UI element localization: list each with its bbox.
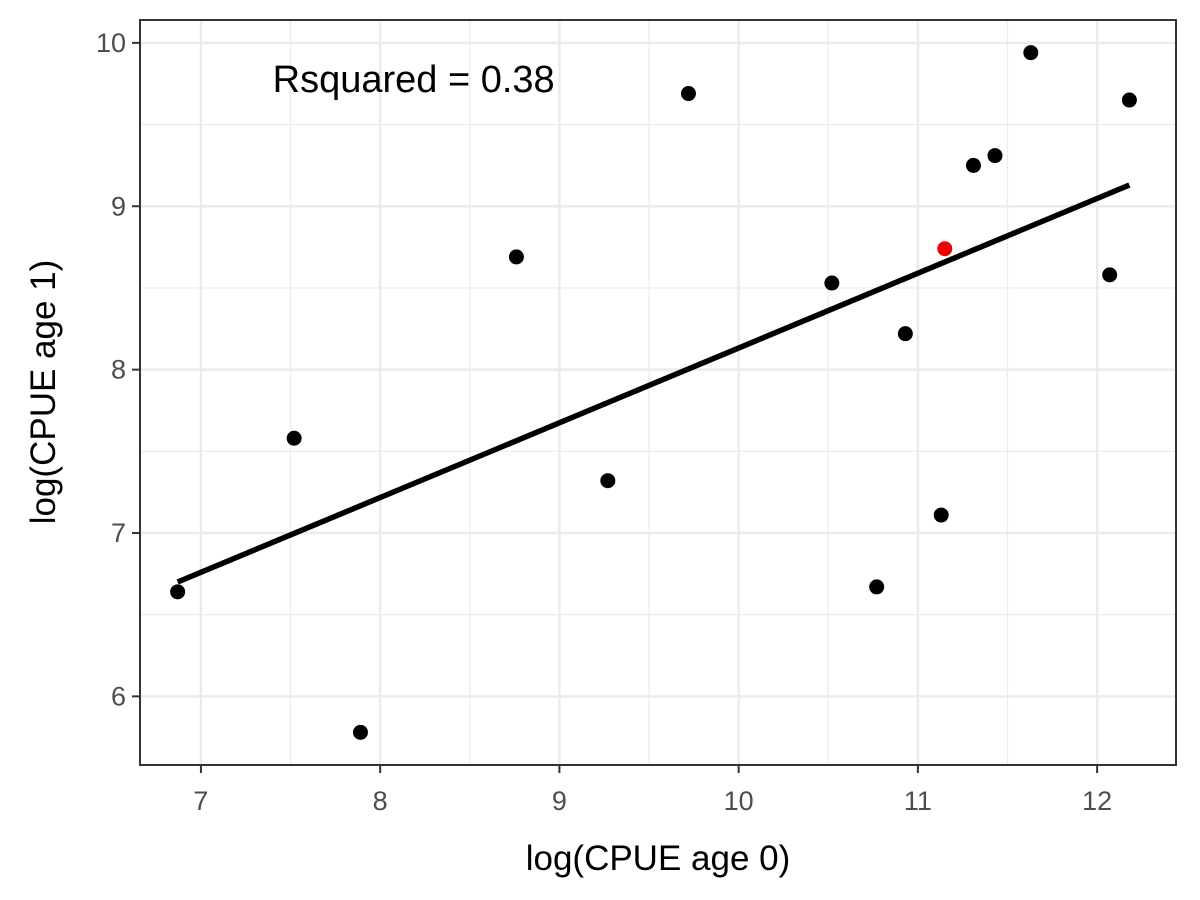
y-tick-label: 7 <box>111 518 126 548</box>
y-tick-label: 9 <box>111 191 126 221</box>
x-tick-label: 8 <box>373 786 388 816</box>
data-point <box>1102 267 1118 283</box>
data-point <box>508 249 524 265</box>
data-point <box>965 157 981 173</box>
y-tick-label: 6 <box>111 681 126 711</box>
fit-layer <box>176 182 1131 585</box>
y-tick-label: 8 <box>111 355 126 385</box>
data-point <box>824 275 840 291</box>
data-point <box>1023 45 1039 61</box>
data-point <box>352 724 368 740</box>
grid-minor <box>140 20 1176 765</box>
data-point <box>286 430 302 446</box>
x-tick-label: 12 <box>1082 786 1112 816</box>
panel-background <box>140 20 1176 765</box>
data-point <box>933 507 949 523</box>
x-axis: 7 8 9 10 11 12 <box>193 765 1112 816</box>
data-point <box>1121 92 1137 108</box>
panel-border <box>139 19 1177 766</box>
x-axis-title: log(CPUE age 0) <box>526 839 791 878</box>
x-tick-label: 7 <box>193 786 208 816</box>
x-tick-label: 11 <box>904 786 932 816</box>
data-point <box>897 326 913 342</box>
r-squared-annotation: Rsquared = 0.38 <box>273 59 555 101</box>
highlighted-data-point <box>937 241 953 257</box>
y-axis-title: log(CPUE age 1) <box>24 260 63 525</box>
x-tick-label: 10 <box>724 786 754 816</box>
grid-major <box>140 20 1176 765</box>
data-point <box>600 473 616 489</box>
y-axis: 6 7 8 9 10 <box>96 28 140 711</box>
data-point <box>987 148 1003 164</box>
points-layer <box>170 45 1137 740</box>
x-tick-label: 9 <box>552 786 567 816</box>
data-point <box>869 579 885 595</box>
regression-line <box>176 182 1131 585</box>
data-point <box>170 584 186 600</box>
data-point <box>680 86 696 102</box>
y-tick-label: 10 <box>96 28 126 58</box>
